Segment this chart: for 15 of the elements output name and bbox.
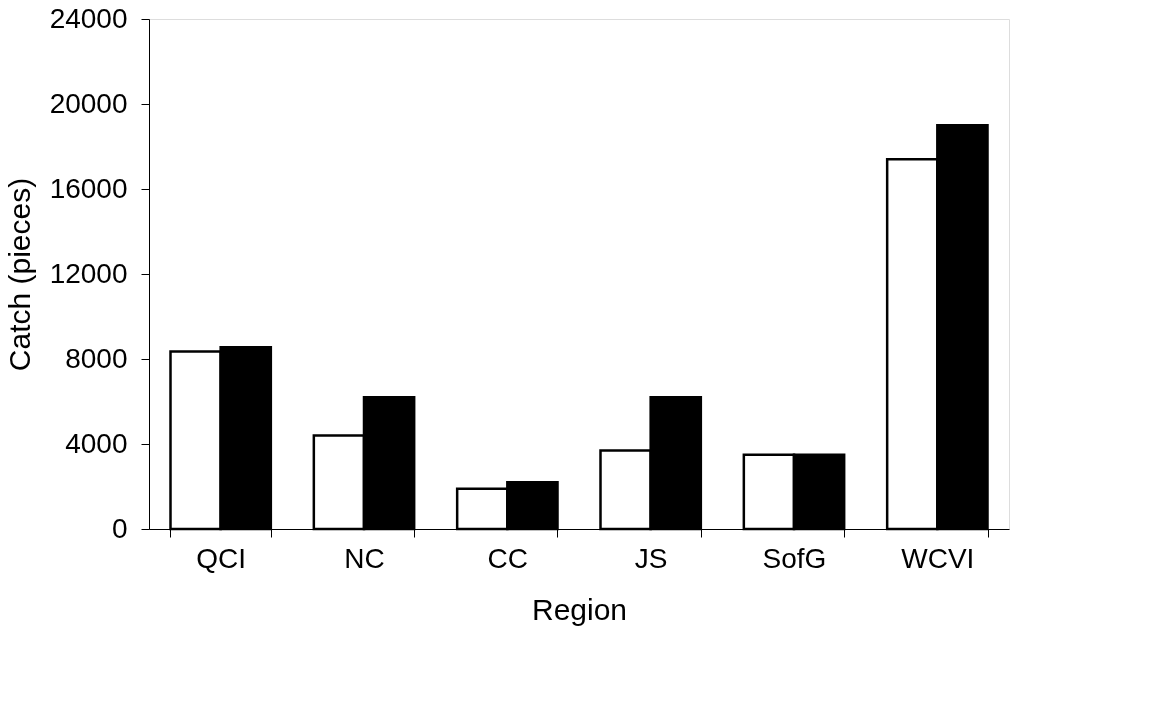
- y-axis-title: Catch (pieces): [2, 177, 36, 372]
- x-tick-label: WCVI: [901, 542, 975, 574]
- y-tick-label: 8000: [65, 342, 128, 374]
- y-tick-label: 0: [111, 512, 128, 544]
- x-tick-label: QCI: [196, 542, 247, 574]
- y-tick-label: 16000: [49, 172, 128, 204]
- y-tick-label: 4000: [65, 427, 128, 459]
- y-tick-label: 20000: [49, 87, 128, 119]
- x-tick-label: CC: [487, 542, 529, 574]
- y-tick-label: 24000: [49, 2, 128, 34]
- x-tick-label: SofG: [762, 542, 827, 574]
- x-tick-label: JS: [634, 542, 668, 574]
- x-axis-title: Region: [531, 592, 628, 626]
- x-tick-label: NC: [344, 542, 385, 574]
- y-tick-label: 12000: [49, 257, 128, 289]
